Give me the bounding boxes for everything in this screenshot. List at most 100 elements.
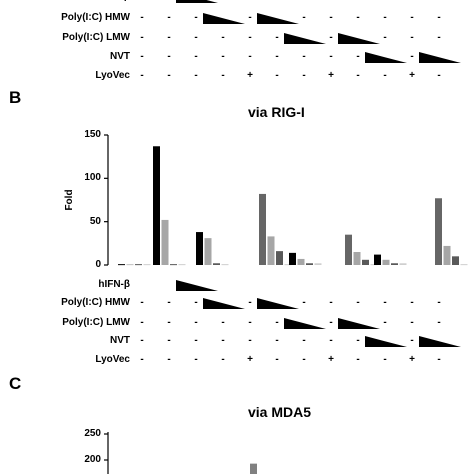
- top-block-symbol: -: [383, 12, 387, 23]
- top-block-row-label: hIFN-β: [98, 0, 130, 2]
- bar: [306, 263, 313, 265]
- top-block-symbol: -: [221, 70, 225, 81]
- panel-b-block-wedge: [257, 298, 299, 309]
- y-tick-label: 100: [84, 172, 101, 184]
- panel-b-block-row-label: LyoVec: [95, 354, 130, 365]
- y-tick-label: 150: [84, 129, 101, 140]
- bar: [143, 264, 151, 266]
- top-block-symbol: -: [383, 70, 387, 81]
- panel-b-block-symbol: -: [437, 297, 441, 308]
- panel-b-block-symbol: -: [194, 354, 198, 365]
- panel-b-letter: B: [9, 88, 22, 107]
- panel-b-block-symbol: -: [140, 354, 144, 365]
- top-block-wedge: [284, 33, 326, 44]
- panel-b-block-symbol: -: [383, 297, 387, 308]
- top-block-symbol: -: [194, 12, 198, 23]
- top-block-symbol: -: [140, 12, 144, 23]
- y-tick-label: 50: [89, 215, 101, 227]
- panel-b-block-symbol: -: [302, 335, 306, 346]
- panel-b-block-symbol: +: [328, 354, 334, 365]
- top-block-symbol: -: [275, 51, 279, 62]
- panel-b-block-wedge: [419, 336, 461, 347]
- panel-b-block-symbol: -: [167, 354, 171, 365]
- panel-b-block-symbol: -: [410, 297, 414, 308]
- panel-b-block-symbol: -: [221, 317, 225, 328]
- top-block-symbol: -: [302, 12, 306, 23]
- top-block-wedge: [365, 52, 407, 63]
- top-block-symbol: -: [302, 51, 306, 62]
- top-block-symbol: -: [167, 70, 171, 81]
- bar: [276, 251, 283, 265]
- top-block-symbol: -: [329, 51, 333, 62]
- panel-b-block-symbol: -: [356, 297, 360, 308]
- panel-b-block-symbol: -: [140, 335, 144, 346]
- panel-b-block-symbol: -: [302, 354, 306, 365]
- bar: [399, 263, 407, 265]
- top-block-symbol: -: [410, 32, 414, 43]
- bar: [170, 264, 177, 266]
- top-block-symbol: +: [247, 70, 253, 81]
- bar: [259, 193, 266, 265]
- panel-c-title: via MDA5: [248, 404, 312, 420]
- top-block-symbol: -: [248, 12, 252, 23]
- top-block-symbol: -: [140, 32, 144, 43]
- top-block-symbol: -: [140, 70, 144, 81]
- panel-b-block-symbol: -: [410, 317, 414, 328]
- bar: [374, 254, 381, 265]
- top-block-symbol: -: [221, 32, 225, 43]
- panel-b-block-symbol: -: [302, 297, 306, 308]
- bar: [213, 263, 220, 265]
- bar: [362, 259, 369, 265]
- top-block-symbol: -: [383, 32, 387, 43]
- bar: [267, 236, 275, 265]
- panel-b-block-wedge: [365, 336, 407, 347]
- bar: [314, 263, 322, 265]
- panel-b-block-wedge: [338, 318, 380, 329]
- bar: [221, 264, 229, 266]
- panel-b-block-symbol: -: [248, 297, 252, 308]
- top-block-wedge: [176, 0, 218, 3]
- bar: [135, 264, 142, 266]
- top-block-symbol: -: [356, 12, 360, 23]
- top-block-symbol: -: [194, 51, 198, 62]
- top-block-symbol: -: [356, 70, 360, 81]
- panel-b-block-symbol: -: [329, 317, 333, 328]
- bar: [460, 264, 468, 266]
- top-block-symbol: -: [329, 12, 333, 23]
- panel-b-block-symbol: -: [167, 335, 171, 346]
- top-block-symbol: -: [221, 51, 225, 62]
- bar: [382, 259, 390, 265]
- bar: [289, 252, 296, 265]
- panel-b-block-symbol: -: [194, 317, 198, 328]
- bar: [204, 238, 212, 265]
- top-block-wedge: [257, 13, 299, 24]
- bar: [435, 198, 442, 265]
- mda5-y-tick-label: 200: [84, 454, 101, 465]
- panel-c-letter: C: [9, 374, 22, 393]
- panel-b-block-row-label: hIFN-β: [98, 279, 130, 290]
- panel-b-block-symbol: -: [194, 335, 198, 346]
- top-block-wedge: [203, 13, 245, 24]
- panel-b-block-symbol: -: [410, 335, 414, 346]
- top-block-row-label: LyoVec: [95, 70, 130, 81]
- top-block-symbol: +: [409, 70, 415, 81]
- panel-b-block-row-label: NVT: [110, 335, 130, 346]
- panel-b-block-symbol: -: [275, 335, 279, 346]
- panel-b-title: via RIG-I: [248, 104, 305, 120]
- top-block-wedge: [338, 33, 380, 44]
- bar: [353, 252, 361, 265]
- top-block-symbol: -: [248, 51, 252, 62]
- panel-b-block-symbol: -: [383, 354, 387, 365]
- panel-b-block-symbol: -: [167, 297, 171, 308]
- panel-b-block-symbol: -: [275, 354, 279, 365]
- panel-b-block-symbol: -: [194, 297, 198, 308]
- top-block-symbol: -: [410, 12, 414, 23]
- panel-b-block-symbol: -: [329, 297, 333, 308]
- bar: [178, 264, 186, 266]
- top-block-symbol: -: [167, 32, 171, 43]
- panel-b-block-row-label: Poly(I:C) HMW: [61, 297, 130, 308]
- top-block-symbol: -: [194, 32, 198, 43]
- top-block-symbol: -: [329, 32, 333, 43]
- panel-b-block-symbol: -: [167, 317, 171, 328]
